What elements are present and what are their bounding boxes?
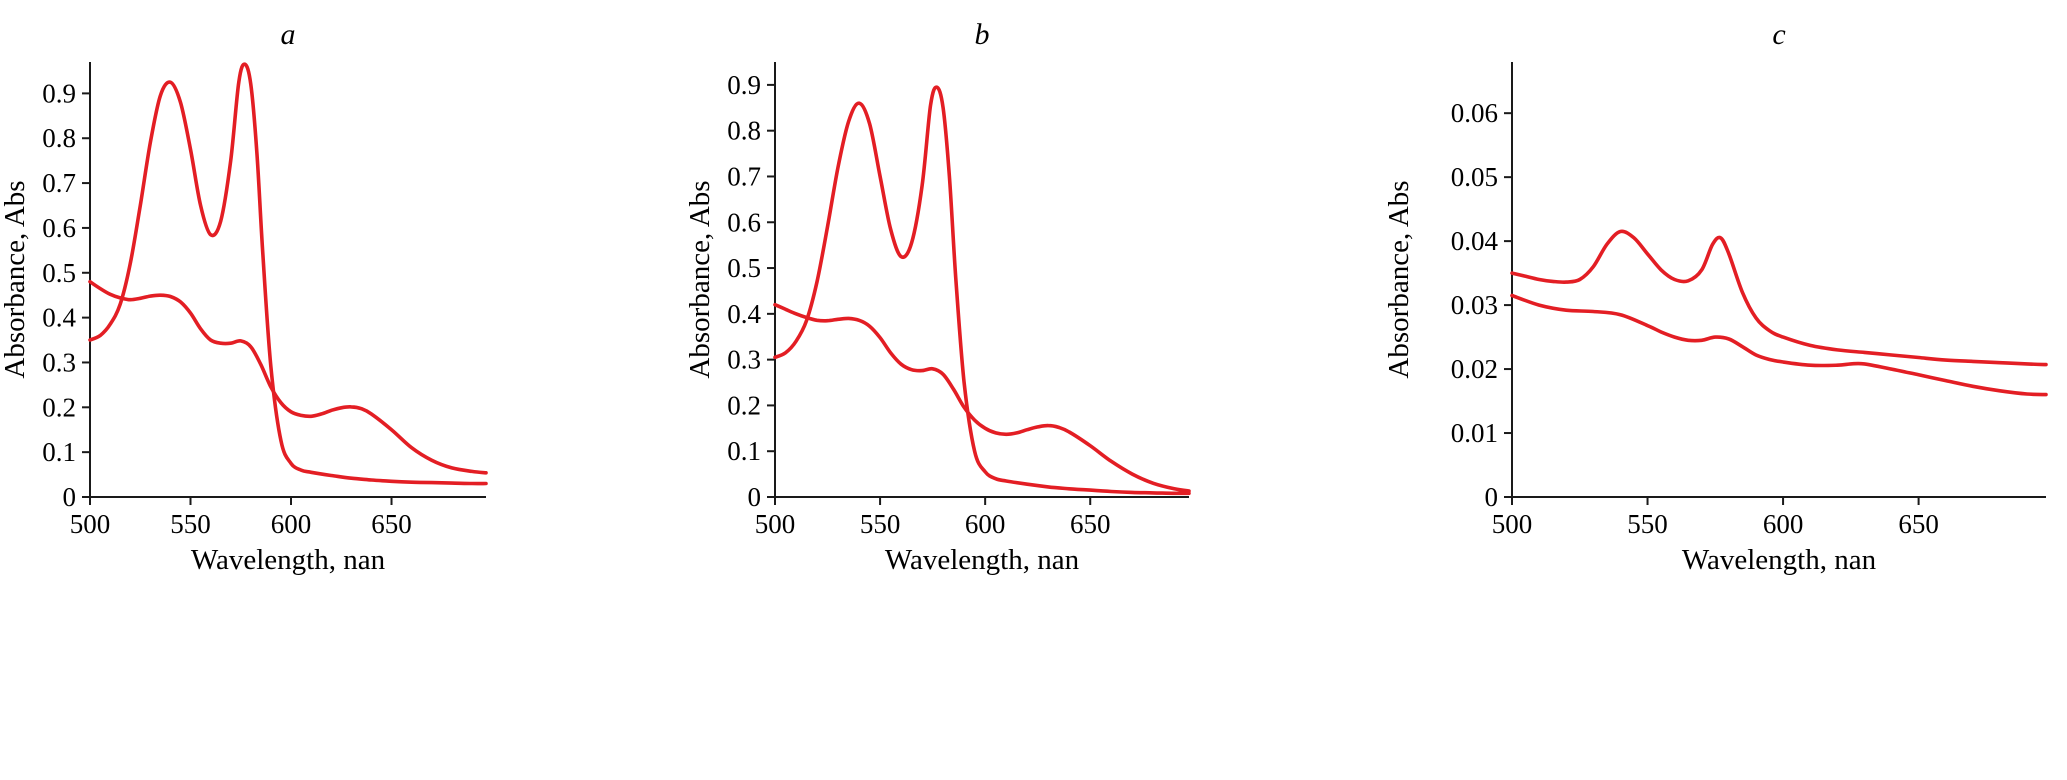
y-tick-label: 0.9 (42, 78, 76, 108)
y-tick-label: 0.3 (42, 347, 76, 377)
y-tick-label: 0.2 (42, 392, 76, 422)
y-tick-label: 0.03 (1451, 290, 1498, 320)
x-tick-label: 650 (1070, 509, 1111, 539)
series-upper-spectrum (773, 85, 1191, 496)
chart-a: 500 550 600 650 0 0.1 0.2 0.3 0.4 0.5 0.6 0.7 0.8 0.9… (0, 18, 488, 576)
y-tick-label: 0.6 (727, 207, 761, 237)
y-tick-label: 0.05 (1451, 162, 1498, 192)
chart-b: 500 550 600 650 0 0.1 0.2 0.3 0.4 0.5 0.6 0.7 0.8 0.9… (689, 18, 1191, 576)
x-axis-title: Wavelength, nan (1682, 544, 1877, 576)
panel-title: c (1772, 18, 1785, 51)
y-tick-label: 0.9 (727, 70, 761, 100)
y-tick-label: 0.5 (42, 258, 76, 288)
x-tick-label: 600 (1763, 509, 1804, 539)
x-tick-label: 500 (755, 509, 796, 539)
x-tick-label: 500 (1492, 509, 1533, 539)
y-tick-label: 0.5 (727, 253, 761, 283)
y-tick-label: 0.8 (42, 123, 76, 153)
y-tick-label: 0.02 (1451, 354, 1498, 384)
y-tick-label: 0.4 (727, 299, 761, 329)
x-tick-label: 500 (70, 509, 111, 539)
x-tick-label: 650 (371, 509, 412, 539)
y-tick-label: 0.8 (727, 116, 761, 146)
y-tick-label: 0.1 (42, 437, 76, 467)
panel-title: a (281, 18, 296, 51)
chart-panel-b: 500 550 600 650 0 0.1 0.2 0.3 0.4 0.5 0.6 0.7 0.8 0.9… (689, 0, 1378, 780)
x-axis-title: Wavelength, nan (191, 544, 386, 576)
series-upper-spectrum (1510, 229, 2048, 367)
x-tick-label: 600 (271, 509, 312, 539)
x-tick-label: 600 (965, 509, 1006, 539)
x-tick-label: 550 (1627, 509, 1668, 539)
x-tick-label: 550 (860, 509, 901, 539)
y-tick-label: 0.06 (1451, 98, 1498, 128)
chart-panel-c: 500 550 600 650 0 0.01 0.02 0.03 0.04 0.05 0.06 c Wa… (1378, 0, 2067, 780)
series-lower-spectrum (1510, 293, 2048, 397)
series-lower-spectrum (773, 302, 1191, 493)
y-tick-label: 0.01 (1451, 418, 1498, 448)
x-tick-label: 550 (170, 509, 211, 539)
y-tick-label: 0 (748, 482, 762, 512)
y-tick-label: 0 (1485, 482, 1499, 512)
x-tick-label: 650 (1898, 509, 1939, 539)
chart-panel-a: 500 550 600 650 0 0.1 0.2 0.3 0.4 0.5 0.6 0.7 0.8 0.9… (0, 0, 689, 780)
x-axis-title: Wavelength, nan (885, 544, 1080, 576)
y-tick-label: 0.7 (42, 168, 76, 198)
y-tick-label: 0 (63, 482, 77, 512)
chart-c: 500 550 600 650 0 0.01 0.02 0.03 0.04 0.05 0.06 c Wa… (1383, 18, 2048, 576)
y-axis-title: Absorbance, Abs (689, 180, 716, 378)
y-tick-label: 0.4 (42, 303, 76, 333)
y-tick-label: 0.1 (727, 436, 761, 466)
panel-title: b (975, 18, 990, 51)
y-axis-title: Absorbance, Abs (0, 180, 31, 378)
y-tick-label: 0.2 (727, 390, 761, 420)
y-tick-label: 0.7 (727, 161, 761, 191)
y-axis-title: Absorbance, Abs (1383, 180, 1415, 378)
series-lower-spectrum (88, 279, 488, 475)
series-upper-spectrum (88, 62, 488, 486)
y-tick-label: 0.3 (727, 345, 761, 375)
y-tick-label: 0.6 (42, 213, 76, 243)
y-tick-label: 0.04 (1451, 226, 1499, 256)
